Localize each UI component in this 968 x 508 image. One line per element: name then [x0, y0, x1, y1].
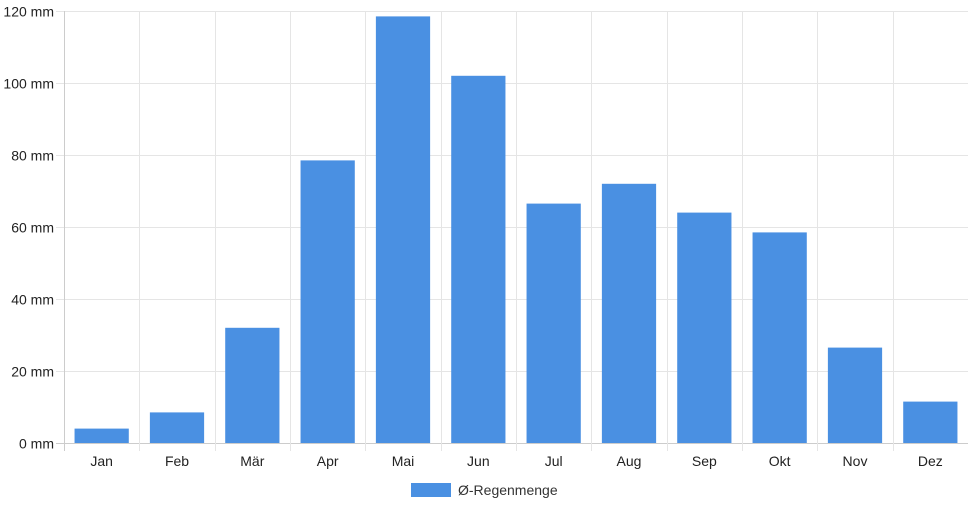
bar-jan[interactable] — [74, 428, 129, 443]
bar-sep[interactable] — [677, 212, 732, 443]
bar-mär[interactable] — [225, 327, 280, 443]
bar-apr[interactable] — [300, 160, 355, 443]
x-tick-label: Nov — [843, 453, 868, 469]
y-tick-label: 100 mm — [3, 76, 54, 92]
y-tick-label: 60 mm — [11, 220, 54, 236]
x-tick-label: Feb — [165, 453, 189, 469]
bar-aug[interactable] — [601, 183, 657, 444]
y-axis: 0 mm 20 mm 40 mm 60 mm 80 mm 100 mm 120 mm — [3, 4, 54, 452]
y-tick-label: 20 mm — [11, 364, 54, 380]
x-tick-label: Dez — [918, 453, 943, 469]
x-axis: Jan Feb Mär Apr Mai Jun Jul Aug Sep Okt Nov Dez — [90, 453, 942, 469]
bar-nov[interactable] — [827, 347, 883, 443]
x-tick-label: Sep — [692, 453, 717, 469]
x-tick-label: Mai — [392, 453, 415, 469]
x-tick-label: Jun — [467, 453, 490, 469]
y-tick-label: 80 mm — [11, 148, 54, 164]
grid-lines — [56, 11, 968, 451]
y-tick-label: 120 mm — [3, 4, 54, 20]
bar-mai[interactable] — [375, 16, 431, 444]
legend[interactable]: Ø-Regenmenge — [411, 482, 558, 498]
x-tick-label: Mär — [240, 453, 264, 469]
bars — [74, 16, 958, 444]
x-tick-label: Aug — [617, 453, 642, 469]
y-tick-label: 0 mm — [19, 436, 54, 452]
bar-jul[interactable] — [526, 203, 581, 443]
y-tick-label: 40 mm — [11, 292, 54, 308]
x-tick-label: Apr — [317, 453, 339, 469]
bar-dez[interactable] — [903, 401, 958, 443]
bar-jun[interactable] — [451, 75, 506, 444]
legend-swatch[interactable] — [411, 483, 451, 497]
x-tick-label: Jan — [90, 453, 113, 469]
legend-label[interactable]: Ø-Regenmenge — [458, 482, 558, 498]
bar-okt[interactable] — [752, 232, 807, 443]
x-tick-label: Okt — [769, 453, 791, 469]
x-tick-label: Jul — [545, 453, 563, 469]
bar-feb[interactable] — [149, 412, 205, 443]
